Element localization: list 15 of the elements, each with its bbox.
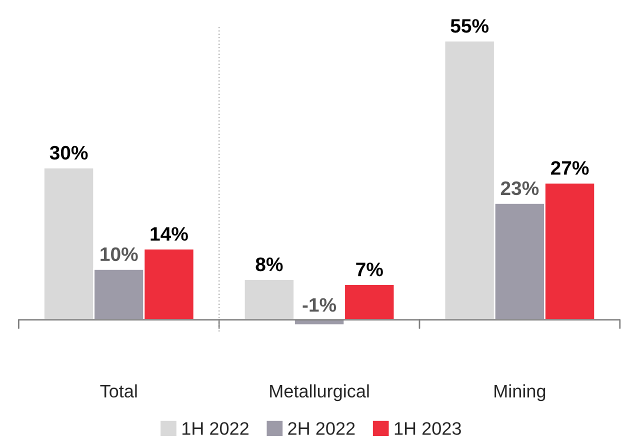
- data-label: 55%: [450, 19, 489, 33]
- data-label: 14%: [150, 227, 188, 241]
- data-label: 27%: [551, 161, 589, 175]
- data-label: 23%: [500, 181, 539, 196]
- data-label: 10%: [100, 247, 138, 262]
- x-tick-label: Metallurgical: [270, 384, 369, 402]
- legend-label: 2H 2022: [288, 422, 355, 435]
- data-label: 30%: [50, 146, 88, 160]
- legend-label: 1H 2022: [182, 422, 248, 435]
- data-label: -1%: [302, 298, 336, 312]
- x-tick-label: Mining: [494, 384, 546, 402]
- data-label: 7%: [356, 262, 383, 276]
- legend-label: 1H 2023: [394, 422, 461, 435]
- data-label: 8%: [256, 257, 283, 272]
- x-tick-label: Total: [100, 384, 137, 398]
